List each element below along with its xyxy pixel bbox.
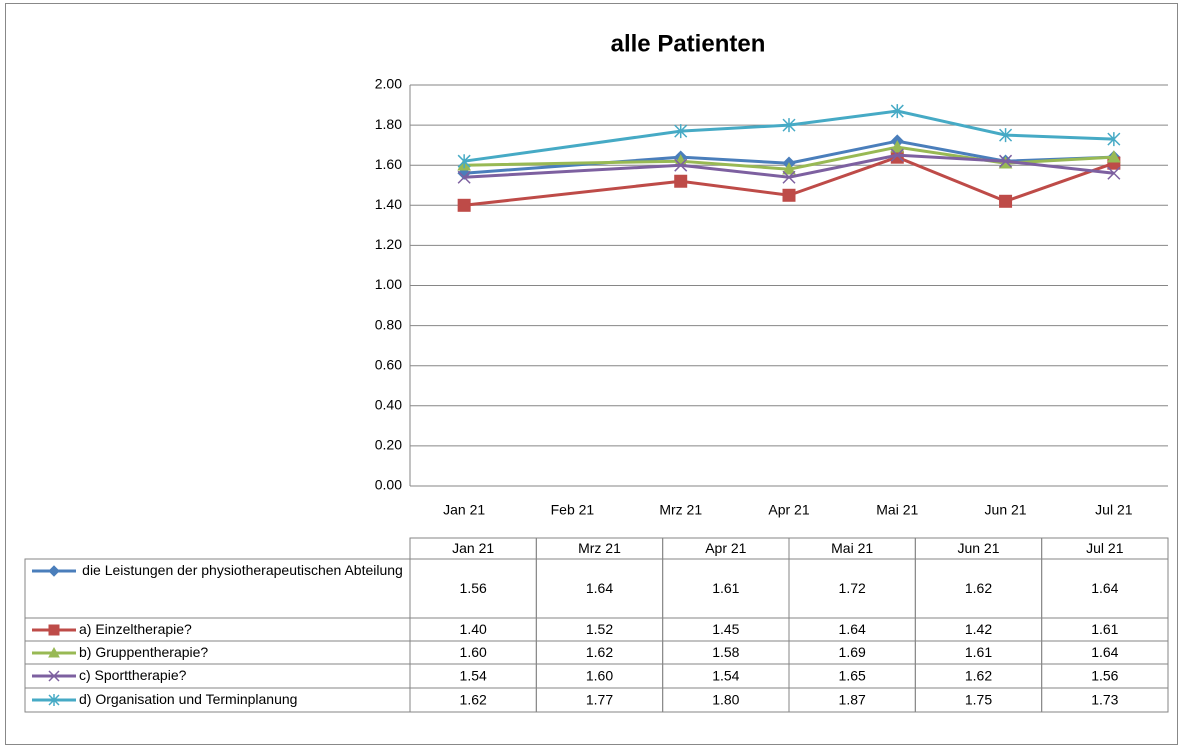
table-cell (1041, 687, 1169, 713)
x-tick-label: Mrz 21 (659, 502, 702, 518)
y-tick-label: 0.60 (375, 356, 402, 372)
table-value: 1.56 (460, 580, 487, 596)
table-header: Jul 21 (1086, 540, 1124, 556)
marker (674, 124, 688, 139)
table-value: 1.64 (1091, 580, 1118, 596)
marker (999, 194, 1013, 208)
table-value: 1.56 (1091, 668, 1118, 684)
x-tick-label: Mai 21 (876, 502, 918, 518)
table-value: 1.87 (839, 692, 866, 708)
y-tick-label: 0.20 (375, 437, 402, 453)
table-header: Apr 21 (705, 540, 746, 556)
marker (890, 148, 904, 162)
table-value: 1.73 (1091, 692, 1118, 708)
legend-label: d) Organisation und Terminplanung (79, 691, 298, 707)
legend-label-box: c) Sporttherapie? (79, 667, 187, 683)
table-header: Mai 21 (831, 540, 873, 556)
table-header: Jan 21 (452, 540, 494, 556)
y-tick-label: 1.60 (375, 156, 402, 172)
table-value: 1.40 (460, 621, 487, 637)
table-value: 1.62 (965, 668, 992, 684)
table-header: Jun 21 (957, 540, 999, 556)
table-value: 1.64 (839, 621, 866, 637)
marker (999, 154, 1013, 168)
table-value: 1.62 (586, 644, 613, 660)
table-value: 1.45 (712, 621, 739, 637)
x-tick-label: Jun 21 (985, 502, 1027, 518)
marker (1107, 150, 1121, 163)
table-value: 1.72 (839, 580, 866, 596)
chart-frame (5, 3, 1178, 745)
table-value: 1.61 (965, 644, 992, 660)
y-tick-label: 1.00 (375, 276, 402, 292)
legend-key-marker (48, 624, 60, 636)
series-line (464, 153, 1115, 179)
legend-label-box: d) Organisation und Terminplanung (79, 691, 298, 707)
y-tick-label: 0.80 (375, 316, 402, 332)
marker (457, 170, 471, 184)
marker (890, 140, 905, 153)
marker (1107, 132, 1121, 147)
marker (999, 128, 1013, 143)
y-tick-label: 1.80 (375, 116, 402, 132)
table-value: 1.61 (1091, 621, 1118, 637)
table-header: Mrz 21 (578, 540, 621, 556)
legend-label: c) Sporttherapie? (79, 667, 187, 683)
series-line (463, 109, 1114, 163)
table-value: 1.64 (586, 580, 613, 596)
y-tick-label: 2.00 (375, 76, 402, 92)
table-value: 1.77 (586, 692, 613, 708)
legend-key-marker (48, 670, 60, 682)
table-value: 1.61 (712, 580, 739, 596)
table-value: 1.65 (839, 668, 866, 684)
legend-label: die Leistungen der physiotherapeutischen… (82, 562, 403, 578)
marker (674, 174, 688, 188)
table-value: 1.62 (460, 692, 487, 708)
table-value: 1.52 (586, 621, 613, 637)
legend-key-marker (48, 694, 60, 706)
table-value: 1.69 (839, 644, 866, 660)
legend-label-box: die Leistungen der physiotherapeutischen… (82, 562, 403, 578)
chart-title: alle Patienten (611, 30, 766, 57)
x-tick-label: Feb 21 (551, 502, 595, 518)
y-tick-label: 0.00 (375, 477, 402, 493)
marker (782, 162, 796, 175)
y-tick-label: 0.40 (375, 397, 402, 413)
marker (782, 188, 796, 202)
marker (457, 198, 471, 212)
marker (457, 154, 471, 169)
legend-key-marker (48, 646, 60, 658)
marker (674, 158, 688, 172)
series-line (464, 139, 1114, 175)
x-tick-label: Jan 21 (443, 502, 485, 518)
marker (1107, 166, 1121, 180)
series-line (463, 155, 1115, 207)
legend-key-marker (48, 565, 60, 577)
legend-label: a) Einzeltherapie? (79, 621, 192, 637)
y-tick-label: 1.40 (375, 196, 402, 212)
table-value: 1.60 (460, 644, 487, 660)
x-tick-label: Apr 21 (768, 502, 809, 518)
table-value: 1.75 (965, 692, 992, 708)
table-value: 1.80 (712, 692, 739, 708)
marker (890, 104, 904, 119)
table-value: 1.54 (712, 668, 739, 684)
table-value: 1.62 (965, 580, 992, 596)
x-tick-label: Jul 21 (1095, 502, 1133, 518)
legend-label-box: b) Gruppentherapie? (79, 644, 209, 660)
marker (782, 170, 796, 184)
table-value: 1.64 (1091, 644, 1118, 660)
table-value: 1.54 (460, 668, 487, 684)
table-value: 1.42 (965, 621, 992, 637)
table-value: 1.58 (712, 644, 739, 660)
legend-label: b) Gruppentherapie? (79, 644, 209, 660)
y-tick-label: 1.20 (375, 236, 402, 252)
legend-label-box: a) Einzeltherapie? (79, 621, 192, 637)
table-value: 1.60 (586, 668, 613, 684)
marker (782, 118, 796, 133)
